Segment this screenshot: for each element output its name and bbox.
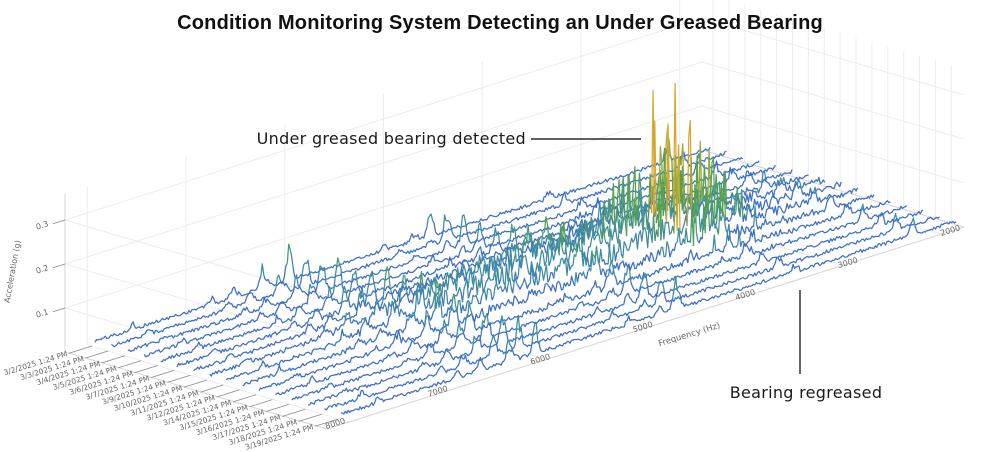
spectrum-trace [275,200,891,396]
traces-layer [94,82,957,415]
z-tick-label: 0.3 [35,219,50,231]
grid-layer [64,0,965,423]
x-tick-label: 8000 [324,416,346,431]
x-tick-label: 6000 [529,352,551,367]
spectrum-trace [291,203,908,401]
spectrum-trace [341,217,957,415]
spectrum-trace [160,164,777,363]
chart-title: Condition Monitoring System Detecting an… [177,12,823,34]
z-axis-title: Acceleration (g) [3,239,23,303]
x-tick-label: 2000 [939,223,961,238]
z-tick-label: 0.1 [35,307,50,319]
annotation-under-greased: Under greased bearing detected [256,129,526,148]
spectrum-trace [308,209,924,406]
annotation-bearing-regreased: Bearing regreased [729,383,883,402]
x-tick-label: 4000 [734,288,756,303]
x-axis-title: Frequency (Hz) [657,321,721,349]
annotation-lines [531,138,801,374]
spectrum-trace [258,184,875,392]
x-tick-label: 5000 [632,320,654,335]
spectrum-trace [94,146,711,343]
z-tick-label: 0.2 [35,263,50,275]
spectrum-trace [324,212,940,411]
